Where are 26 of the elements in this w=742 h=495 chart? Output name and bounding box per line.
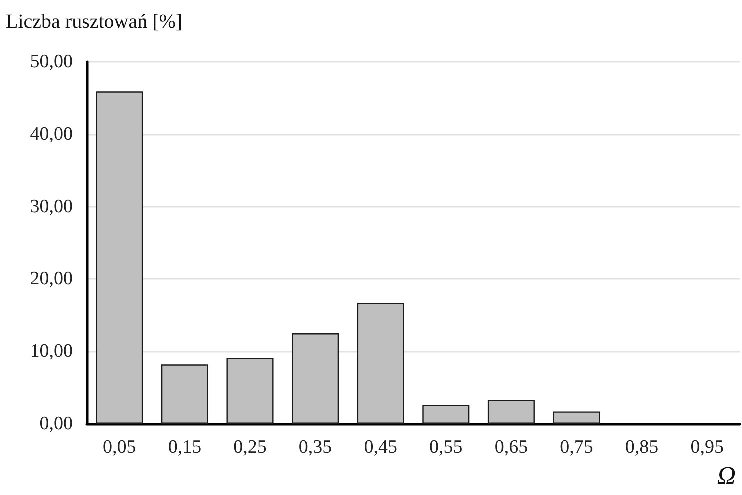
bar — [553, 412, 600, 424]
y-tick-label: 10,00 — [30, 341, 73, 362]
bar — [226, 358, 274, 424]
y-tick-label: 30,00 — [30, 196, 73, 218]
x-axis-title: Ω — [717, 462, 736, 490]
x-tick-label: 0,35 — [298, 437, 332, 458]
bar — [422, 405, 470, 424]
bar — [96, 92, 144, 424]
x-tick-label: 0,75 — [560, 437, 594, 458]
y-tick-label: 20,00 — [30, 268, 73, 290]
y-tick-label: 0,00 — [40, 414, 73, 434]
y-axis-title: Liczba rusztowań [%] — [6, 11, 183, 33]
y-tick-label: 50,00 — [30, 52, 73, 72]
x-tick-label: 0,15 — [168, 437, 202, 458]
x-tick-label: 0,05 — [103, 437, 136, 458]
x-tick-label: 0,65 — [494, 437, 528, 458]
bar — [161, 364, 208, 424]
x-tick-label: 0,55 — [430, 437, 463, 458]
bar — [292, 334, 340, 424]
x-tick-label: 0,85 — [625, 437, 659, 458]
x-tick-label: 0,95 — [690, 437, 724, 458]
x-tick-label: 0,25 — [234, 437, 267, 458]
x-tick-label: 0,45 — [364, 437, 398, 458]
bar — [488, 400, 535, 424]
y-tick-label: 40,00 — [30, 124, 73, 145]
bar — [357, 303, 404, 424]
